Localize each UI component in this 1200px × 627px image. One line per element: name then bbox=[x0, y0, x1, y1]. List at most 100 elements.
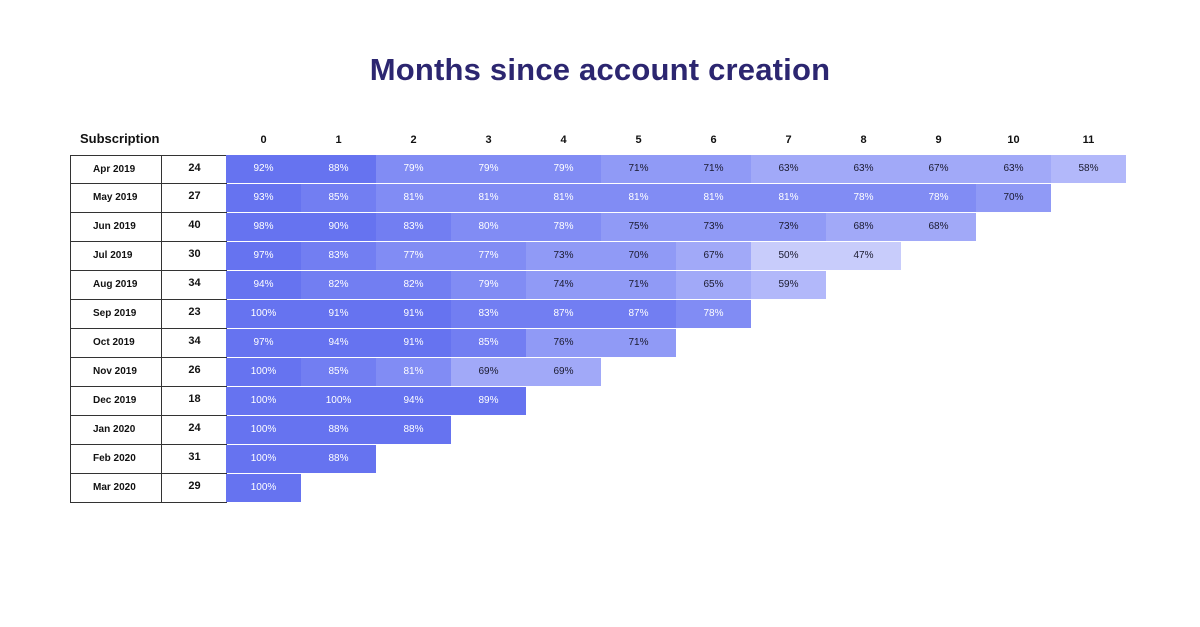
heatmap-cell: 94% bbox=[301, 329, 376, 357]
heatmap-cell: 73% bbox=[676, 213, 751, 241]
heatmap-cell: 78% bbox=[901, 184, 976, 212]
heatmap-cell: 63% bbox=[751, 155, 826, 183]
heatmap-cell: 79% bbox=[376, 155, 451, 183]
heatmap-cell: 100% bbox=[226, 416, 301, 444]
column-header-6: 6 bbox=[710, 134, 717, 146]
heatmap-cell: 65% bbox=[676, 271, 751, 299]
heatmap-cell: 67% bbox=[901, 155, 976, 183]
heatmap-cell: 85% bbox=[301, 184, 376, 212]
heatmap-cell: 100% bbox=[226, 300, 301, 328]
heatmap-cell: 89% bbox=[451, 387, 526, 415]
row-label: Jul 2019 bbox=[70, 242, 162, 271]
row-label: Dec 2019 bbox=[70, 387, 162, 416]
heatmap-cell: 78% bbox=[526, 213, 601, 241]
heatmap-cell: 82% bbox=[376, 271, 451, 299]
heatmap-cell: 90% bbox=[301, 213, 376, 241]
heatmap-cell: 81% bbox=[601, 184, 676, 212]
heatmap-cell: 83% bbox=[451, 300, 526, 328]
row-count: 29 bbox=[162, 474, 227, 503]
heatmap-cell: 88% bbox=[301, 445, 376, 473]
heatmap-cell: 71% bbox=[601, 329, 676, 357]
row-count: 23 bbox=[162, 300, 227, 329]
heatmap-cell: 81% bbox=[451, 184, 526, 212]
heatmap-cell: 63% bbox=[976, 155, 1051, 183]
heatmap-cell: 94% bbox=[226, 271, 301, 299]
heatmap-cell: 81% bbox=[751, 184, 826, 212]
heatmap-cell: 67% bbox=[676, 242, 751, 270]
heatmap-cell: 50% bbox=[751, 242, 826, 270]
column-header-2: 2 bbox=[410, 134, 417, 146]
row-label: Oct 2019 bbox=[70, 329, 162, 358]
row-label: Mar 2020 bbox=[70, 474, 162, 503]
heatmap-cell: 74% bbox=[526, 271, 601, 299]
heatmap-cell: 69% bbox=[451, 358, 526, 386]
heatmap-cell: 100% bbox=[226, 445, 301, 473]
heatmap-cell: 73% bbox=[526, 242, 601, 270]
heatmap-cell: 70% bbox=[601, 242, 676, 270]
heatmap-cell: 91% bbox=[301, 300, 376, 328]
column-header-5: 5 bbox=[635, 134, 642, 146]
row-count: 24 bbox=[162, 155, 227, 184]
heatmap-cell: 85% bbox=[451, 329, 526, 357]
heatmap-cell: 88% bbox=[301, 155, 376, 183]
chart-title: Months since account creation bbox=[369, 52, 831, 87]
heatmap-cell: 88% bbox=[301, 416, 376, 444]
heatmap-cell: 94% bbox=[376, 387, 451, 415]
row-count: 27 bbox=[162, 184, 227, 213]
row-count: 34 bbox=[162, 271, 227, 300]
heatmap-cell: 80% bbox=[451, 213, 526, 241]
heatmap-cell: 82% bbox=[301, 271, 376, 299]
heatmap-cell: 100% bbox=[226, 474, 301, 502]
heatmap-cell: 98% bbox=[226, 213, 301, 241]
heatmap-cell: 97% bbox=[226, 329, 301, 357]
heatmap-cell: 73% bbox=[751, 213, 826, 241]
row-count: 34 bbox=[162, 329, 227, 358]
heatmap-cell: 81% bbox=[376, 184, 451, 212]
heatmap-cell: 68% bbox=[901, 213, 976, 241]
heatmap-cell: 87% bbox=[526, 300, 601, 328]
heatmap-cell: 87% bbox=[601, 300, 676, 328]
row-label: Feb 2020 bbox=[70, 445, 162, 474]
row-count: 30 bbox=[162, 242, 227, 271]
row-count: 40 bbox=[162, 213, 227, 242]
heatmap-cell: 100% bbox=[226, 358, 301, 386]
heatmap-cell: 75% bbox=[601, 213, 676, 241]
heatmap-cell: 78% bbox=[676, 300, 751, 328]
column-header-11: 11 bbox=[1082, 134, 1095, 146]
heatmap-cell: 83% bbox=[376, 213, 451, 241]
heatmap-cell: 63% bbox=[826, 155, 901, 183]
column-header-10: 10 bbox=[1007, 134, 1020, 146]
row-label: Apr 2019 bbox=[70, 155, 162, 184]
row-count: 18 bbox=[162, 387, 227, 416]
column-header-7: 7 bbox=[785, 134, 792, 146]
row-label: Aug 2019 bbox=[70, 271, 162, 300]
column-header-4: 4 bbox=[560, 134, 567, 146]
column-header-1: 1 bbox=[335, 134, 342, 146]
heatmap-cell: 81% bbox=[376, 358, 451, 386]
heatmap-cell: 93% bbox=[226, 184, 301, 212]
heatmap-cell: 77% bbox=[376, 242, 451, 270]
row-label: Nov 2019 bbox=[70, 358, 162, 387]
heatmap-cell: 79% bbox=[451, 271, 526, 299]
heatmap-cell: 81% bbox=[526, 184, 601, 212]
heatmap-cell: 58% bbox=[1051, 155, 1126, 183]
row-count: 26 bbox=[162, 358, 227, 387]
column-header-8: 8 bbox=[860, 134, 867, 146]
row-label: Jun 2019 bbox=[70, 213, 162, 242]
heatmap-cell: 79% bbox=[451, 155, 526, 183]
heatmap-cell: 83% bbox=[301, 242, 376, 270]
heatmap-cell: 81% bbox=[676, 184, 751, 212]
column-header-0: 0 bbox=[260, 134, 267, 146]
heatmap-cell: 91% bbox=[376, 300, 451, 328]
heatmap-cell: 77% bbox=[451, 242, 526, 270]
heatmap-cell: 76% bbox=[526, 329, 601, 357]
subscription-header: Subscription bbox=[80, 131, 160, 146]
column-header-9: 9 bbox=[935, 134, 942, 146]
heatmap-cell: 59% bbox=[751, 271, 826, 299]
heatmap-cell: 100% bbox=[226, 387, 301, 415]
column-header-3: 3 bbox=[485, 134, 492, 146]
heatmap-cell: 71% bbox=[601, 271, 676, 299]
heatmap-cell: 79% bbox=[526, 155, 601, 183]
heatmap-cell: 71% bbox=[676, 155, 751, 183]
row-label: Sep 2019 bbox=[70, 300, 162, 329]
